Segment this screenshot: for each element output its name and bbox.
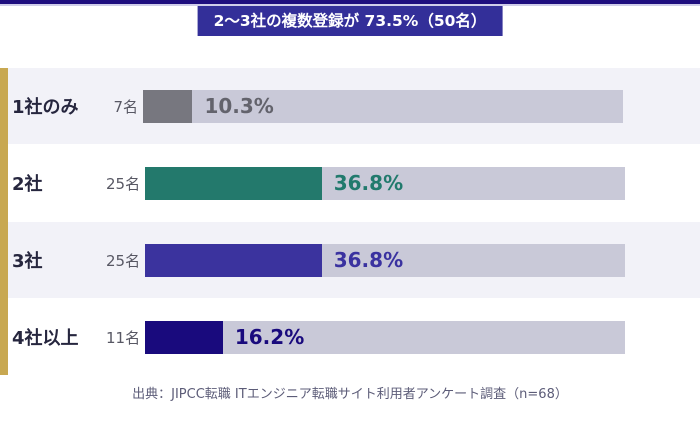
top-accent-line — [0, 0, 700, 4]
percent-label: 16.2% — [234, 325, 305, 349]
bar-track: 36.8% — [145, 243, 626, 277]
bar-track: 10.3% — [143, 89, 623, 123]
bar-fill — [145, 166, 322, 200]
bar-row: 2社 25名 36.8% — [8, 145, 700, 221]
category-label: 1社のみ — [12, 97, 79, 118]
bar-row: 3社 25名 36.8% — [8, 222, 700, 298]
percent-label: 36.8% — [333, 248, 404, 272]
bar-row: 4社以上 11名 16.2% — [8, 299, 700, 375]
bar-fill — [143, 89, 193, 123]
percent-label: 10.3% — [204, 94, 274, 118]
percent-label: 36.8% — [333, 171, 404, 195]
bar-rows: 1社のみ 7名 10.3% 2社 25名 36.8% 3社 25名 36.8% 4社以上 11名 16… — [8, 68, 700, 375]
top-accent-line-light — [0, 4, 700, 6]
chart-panel: 1社のみ 7名 10.3% 2社 25名 36.8% 3社 25名 36.8% 4社以上 11名 16… — [0, 68, 700, 375]
accent-stripe — [0, 68, 8, 375]
bar-fill — [145, 320, 223, 354]
category-label: 3社 — [12, 251, 43, 272]
category-label: 4社以上 — [12, 328, 79, 349]
headline-badge: 2〜3社の複数登録が 73.5%（50名） — [197, 6, 503, 36]
source-note: 出典：JIPCC転職 ITエンジニア転職サイト利用者アンケート調査（n=68） — [132, 387, 568, 402]
count-label: 25名 — [106, 251, 141, 270]
bar-track: 16.2% — [145, 320, 626, 354]
count-label: 25名 — [106, 174, 141, 193]
count-label: 11名 — [106, 328, 141, 347]
bar-row: 1社のみ 7名 10.3% — [8, 68, 700, 144]
count-label: 7名 — [113, 97, 138, 116]
bar-track: 36.8% — [145, 166, 626, 200]
category-label: 2社 — [12, 174, 43, 195]
bar-fill — [145, 243, 322, 277]
